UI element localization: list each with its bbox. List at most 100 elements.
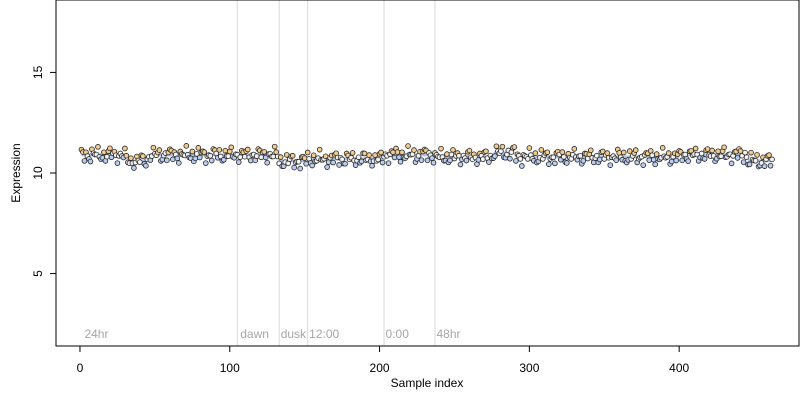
data-point: [264, 159, 271, 166]
data-point: [244, 146, 251, 153]
data-point: [418, 157, 425, 163]
data-point: [559, 149, 566, 155]
data-point: [652, 161, 658, 168]
data-point: [532, 150, 539, 156]
data-point: [261, 149, 268, 155]
data-point: [201, 149, 208, 155]
data-point: [450, 147, 456, 153]
data-point: [544, 149, 551, 156]
data-point: [237, 154, 244, 160]
data-point: [104, 153, 110, 160]
data-point: [492, 153, 498, 159]
data-point: [493, 143, 500, 150]
data-point: [659, 145, 666, 151]
y-tick-label: 10: [31, 166, 45, 180]
data-point: [369, 162, 375, 169]
data-point: [128, 155, 134, 161]
data-point: [767, 162, 774, 169]
data-point: [399, 149, 405, 156]
data-point: [303, 160, 309, 167]
data-point: [372, 152, 378, 158]
data-point: [241, 153, 248, 160]
data-point: [202, 160, 209, 166]
data-point: [174, 155, 181, 162]
data-point: [394, 149, 401, 155]
data-point: [235, 159, 242, 165]
data-point: [385, 160, 392, 166]
data-point: [457, 161, 464, 168]
data-point: [176, 160, 182, 166]
data-point: [114, 160, 121, 166]
data-point: [513, 158, 519, 164]
data-point: [715, 148, 721, 155]
data-point: [405, 143, 411, 149]
data-point: [626, 148, 633, 154]
segment-label: 0:00: [386, 327, 410, 341]
data-point: [632, 147, 639, 153]
data-point: [358, 158, 365, 165]
data-point: [580, 158, 587, 164]
data-point: [391, 154, 398, 161]
data-point: [309, 162, 315, 169]
data-point: [289, 152, 296, 159]
segment-label: 24hr: [84, 327, 108, 341]
data-point: [438, 145, 444, 152]
data-point: [342, 160, 348, 167]
data-point: [734, 155, 741, 161]
data-point: [646, 157, 653, 163]
data-point: [366, 152, 372, 158]
data-point: [101, 149, 107, 156]
data-point: [587, 147, 594, 154]
data-point: [170, 156, 176, 163]
data-point: [577, 153, 584, 159]
data-point-layer: [78, 143, 775, 172]
data-point: [137, 159, 143, 165]
x-tick-label: 400: [669, 361, 689, 375]
data-point: [704, 146, 711, 152]
data-point: [301, 155, 308, 161]
data-point: [571, 146, 578, 152]
data-point: [546, 161, 552, 167]
data-point: [283, 152, 290, 158]
data-point: [183, 143, 190, 149]
data-point: [613, 157, 620, 163]
data-point: [754, 152, 760, 158]
data-point: [620, 149, 627, 156]
data-point: [596, 156, 603, 163]
y-tick-label: 5: [31, 270, 45, 277]
data-point: [746, 161, 753, 168]
x-axis-label: Sample index: [391, 376, 464, 390]
data-point: [336, 162, 342, 168]
data-point: [550, 154, 557, 161]
data-point: [668, 158, 675, 165]
data-point: [526, 145, 533, 151]
data-point: [752, 157, 759, 164]
x-tick-label: 300: [519, 361, 539, 375]
data-point: [207, 152, 214, 159]
data-point: [561, 154, 567, 160]
data-point: [297, 165, 303, 172]
data-point: [361, 150, 368, 157]
data-point: [709, 147, 715, 154]
data-point: [258, 154, 265, 161]
data-point: [701, 156, 708, 162]
data-point: [295, 158, 302, 165]
data-point: [463, 157, 470, 164]
data-point: [692, 145, 699, 152]
data-point: [291, 164, 297, 171]
data-point: [430, 159, 437, 166]
data-point: [262, 154, 269, 161]
data-point: [222, 147, 229, 154]
data-point: [330, 159, 336, 166]
data-point: [538, 147, 545, 153]
x-tick-label: 0: [77, 361, 84, 375]
data-point: [411, 147, 417, 153]
data-point: [123, 152, 130, 159]
data-point: [375, 156, 381, 163]
segment-label: 12:00: [309, 327, 339, 341]
data-point: [378, 149, 384, 156]
data-point: [721, 144, 727, 151]
data-point: [447, 157, 453, 164]
data-point: [122, 145, 128, 152]
data-point: [444, 151, 450, 157]
